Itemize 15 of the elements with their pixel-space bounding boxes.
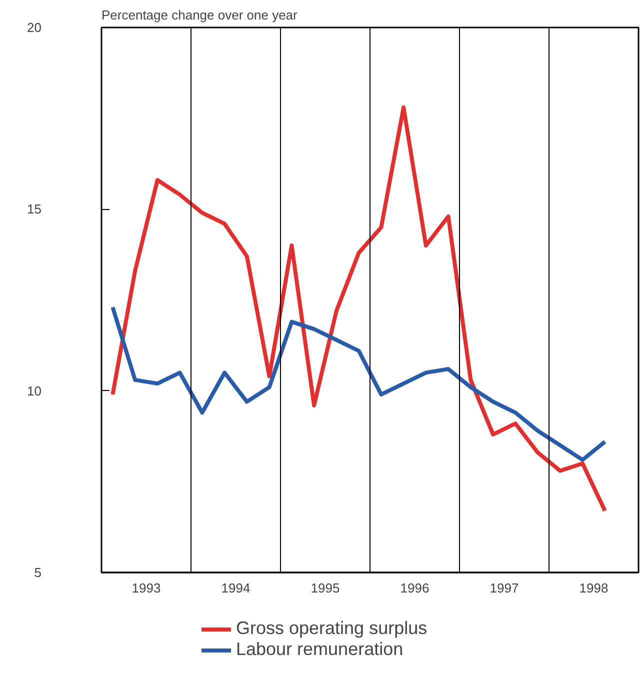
x-tick-label: 1998 [579,580,608,596]
x-tick-label: 1994 [221,580,250,596]
x-tick-label: 1993 [132,580,161,596]
y-axis-title: Percentage change over one year [102,8,298,22]
y-tick-label: 15 [27,202,42,217]
y-tick-label: 20 [27,20,42,35]
legend-label: Gross operating surplus [236,618,428,639]
y-tick-label: 5 [34,565,42,580]
y-tick-label: 10 [27,383,42,398]
x-tick-label: 1996 [400,580,430,596]
x-tick-label: 1995 [310,580,340,596]
x-tick-label: 1997 [490,580,519,596]
line-series [110,305,607,462]
line-series [110,105,607,513]
legend-label: Labour remuneration [236,639,404,660]
